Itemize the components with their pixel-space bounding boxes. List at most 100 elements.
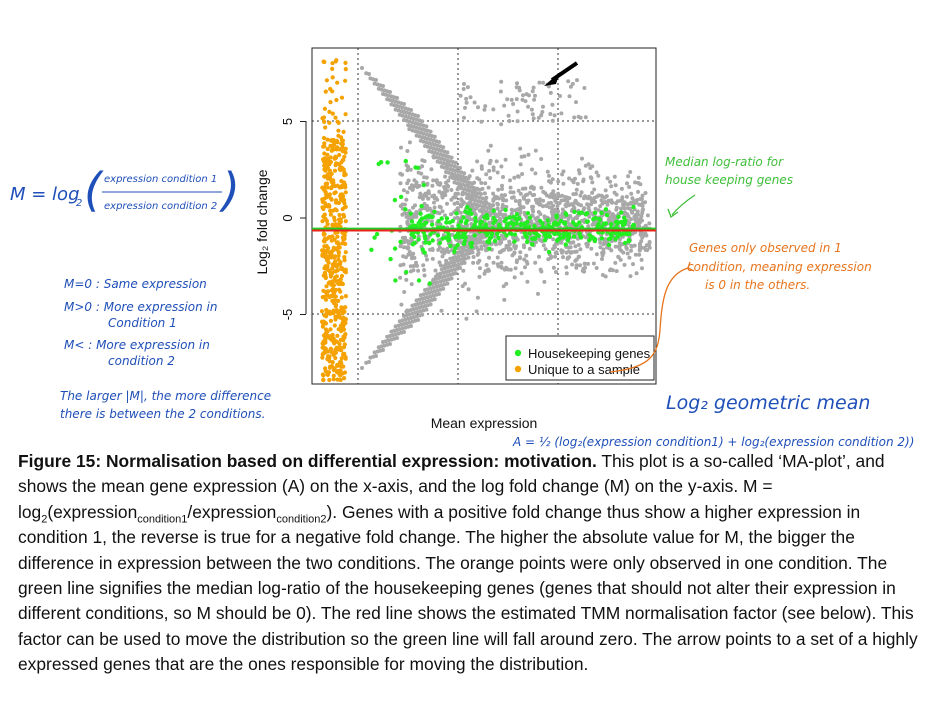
gene-point — [505, 97, 510, 102]
gene-point — [639, 214, 644, 219]
m-case-negative: M< : More expression in — [64, 338, 210, 352]
gene-point — [437, 273, 442, 278]
gene-point — [647, 245, 652, 250]
gene-point — [449, 188, 454, 192]
housekeeping-point — [429, 222, 435, 227]
gene-point — [626, 174, 631, 179]
unique-gene-point — [335, 234, 340, 239]
gene-point — [532, 97, 537, 102]
gene-point — [506, 267, 510, 272]
gene-point — [521, 195, 526, 200]
gene-point — [443, 213, 447, 218]
gene-point — [638, 182, 643, 187]
unique-gene-point — [332, 191, 337, 196]
gene-point — [586, 224, 591, 229]
gene-point — [405, 181, 410, 186]
m-case-negative-cond: condition 2 — [108, 354, 175, 368]
gene-point — [548, 112, 553, 116]
gene-point — [496, 264, 501, 269]
housekeeping-point — [613, 236, 618, 242]
unique-gene-point — [329, 148, 334, 153]
housekeeping-point — [472, 233, 477, 238]
unique-gene-point — [323, 184, 328, 189]
gene-point — [450, 232, 455, 237]
gene-point — [438, 222, 443, 227]
gene-point — [550, 207, 555, 212]
gene-point — [596, 173, 601, 178]
unique-gene-point — [343, 332, 348, 337]
unique-gene-point — [343, 60, 348, 65]
unique-gene-point — [324, 218, 329, 223]
gene-point — [424, 194, 428, 198]
housekeeping-point — [423, 236, 428, 241]
gene-point — [521, 243, 526, 248]
gene-point — [608, 179, 613, 184]
gene-point — [631, 199, 636, 204]
gene-point — [577, 171, 582, 176]
gene-point — [496, 187, 501, 192]
unique-gene-point — [328, 212, 333, 217]
gene-point — [552, 113, 557, 118]
m-formula-note: M = log 2 ( expression condition 1 expre… — [10, 163, 240, 217]
gene-point — [504, 243, 509, 248]
gene-point — [511, 195, 516, 200]
housekeeping-point — [422, 250, 427, 255]
housekeeping-point — [473, 215, 478, 221]
unique-gene-point — [322, 59, 327, 65]
unique-gene-point — [339, 95, 345, 100]
gene-point — [465, 85, 470, 90]
gene-point — [523, 186, 528, 191]
housekeeping-point — [609, 222, 614, 227]
gene-point — [610, 268, 615, 273]
unique-gene-point — [334, 307, 339, 313]
housekeeping-point — [631, 204, 636, 210]
gene-point — [440, 194, 445, 199]
gene-point — [564, 271, 569, 276]
housekeeping-point — [606, 242, 612, 248]
gene-point — [402, 330, 406, 334]
unique-gene-point — [322, 239, 327, 244]
housekeeping-point — [468, 241, 473, 246]
unique-gene-point — [334, 198, 339, 203]
gene-point — [484, 263, 489, 267]
housekeeping-point — [604, 212, 610, 218]
gene-point — [400, 202, 405, 207]
gene-point — [593, 206, 598, 211]
gene-point — [518, 162, 523, 167]
gene-point — [432, 205, 437, 210]
gene-point — [431, 178, 436, 183]
unique-gene-point — [321, 351, 326, 356]
unique-gene-point — [337, 220, 343, 225]
gene-point — [581, 179, 586, 184]
housekeeping-point — [461, 215, 466, 220]
unique-gene-point — [329, 180, 334, 185]
gene-point — [539, 157, 544, 161]
housekeeping-point — [464, 218, 469, 224]
legend-orange-marker — [514, 365, 522, 373]
unique-gene-point — [322, 119, 327, 124]
gene-point — [424, 205, 429, 210]
gene-point — [625, 181, 629, 186]
gene-point — [612, 174, 617, 179]
gene-point — [491, 260, 496, 265]
gene-point — [582, 206, 587, 211]
gene-point — [626, 214, 631, 219]
gene-point — [561, 169, 566, 174]
housekeeping-point — [455, 242, 460, 248]
gene-point — [432, 150, 437, 155]
unique-gene-point — [330, 332, 335, 337]
gene-point — [495, 195, 500, 200]
gene-point — [598, 245, 603, 250]
housekeeping-point — [545, 218, 550, 223]
unique-gene-point — [332, 263, 338, 268]
unique-gene-point — [340, 207, 345, 212]
gene-point — [614, 269, 619, 274]
gene-point — [424, 124, 429, 129]
housekeeping-point — [423, 220, 429, 225]
gene-point — [637, 252, 642, 257]
legend-housekeeping: Housekeeping genes — [528, 346, 651, 361]
housekeeping-point — [623, 218, 628, 223]
housekeeping-point — [504, 233, 509, 238]
gene-point — [551, 247, 555, 251]
unique-gene-point — [338, 192, 343, 197]
